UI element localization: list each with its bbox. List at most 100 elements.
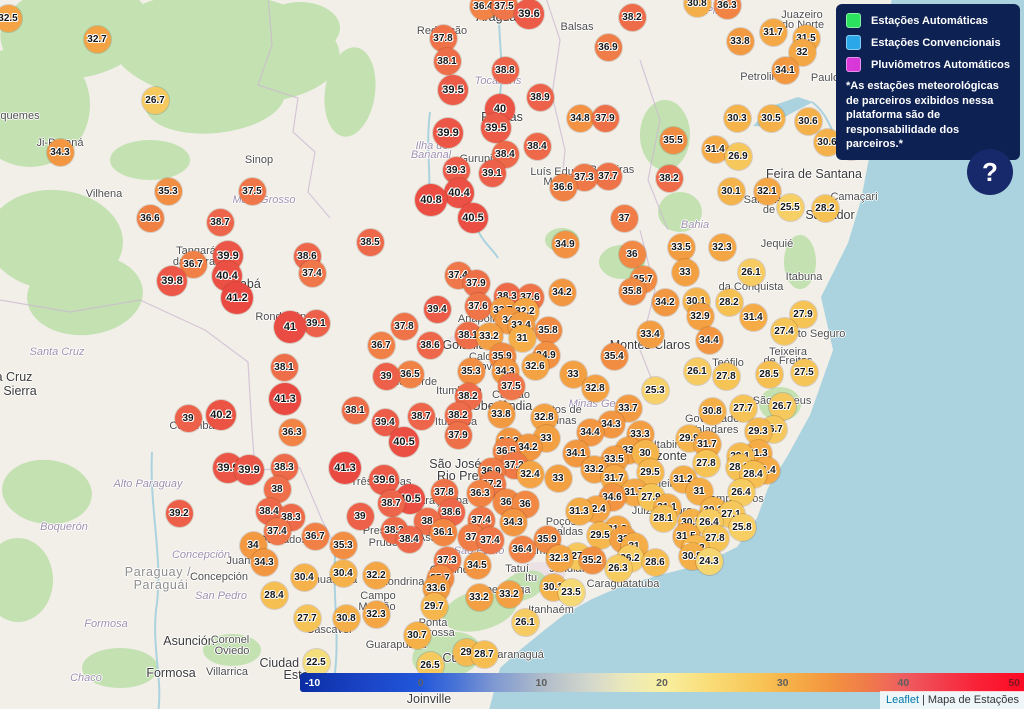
station-marker[interactable]: 40.5 <box>389 427 419 457</box>
station-marker[interactable]: 33.2 <box>465 583 493 611</box>
station-marker[interactable]: 37.4 <box>298 259 326 287</box>
station-marker[interactable]: 33.8 <box>487 400 515 428</box>
station-marker[interactable]: 34.2 <box>548 278 576 306</box>
station-marker[interactable]: 37.5 <box>238 177 266 205</box>
station-marker[interactable]: 28.2 <box>811 194 839 222</box>
station-marker[interactable]: 39.1 <box>478 159 506 187</box>
station-marker[interactable]: 32.2 <box>362 561 390 589</box>
station-marker[interactable]: 36.4 <box>508 535 536 563</box>
station-marker[interactable]: 32.3 <box>545 544 573 572</box>
station-marker[interactable]: 38.1 <box>433 47 461 75</box>
station-marker[interactable]: 39.9 <box>234 455 264 485</box>
station-marker[interactable]: 36.1 <box>429 518 457 546</box>
station-marker[interactable]: 39.8 <box>157 266 187 296</box>
station-marker[interactable]: 37.3 <box>570 163 598 191</box>
station-marker[interactable]: 31.7 <box>759 18 787 46</box>
station-marker[interactable]: 36.3 <box>278 418 306 446</box>
station-marker[interactable]: 28.1 <box>649 504 677 532</box>
station-marker[interactable]: 39.1 <box>302 309 330 337</box>
station-marker[interactable]: 33.4 <box>636 320 664 348</box>
station-marker[interactable]: 27.8 <box>692 449 720 477</box>
station-marker[interactable]: 38.6 <box>416 331 444 359</box>
station-marker[interactable]: 39 <box>346 502 374 530</box>
station-marker[interactable]: 38.1 <box>341 396 369 424</box>
station-marker[interactable]: 37.9 <box>444 421 472 449</box>
station-marker[interactable]: 26.1 <box>511 608 539 636</box>
station-marker[interactable]: 29.5 <box>586 521 614 549</box>
station-marker[interactable]: 38.7 <box>377 489 405 517</box>
station-marker[interactable]: 36.7 <box>301 522 329 550</box>
station-marker[interactable]: 32.8 <box>581 374 609 402</box>
station-marker[interactable]: 35.4 <box>600 342 628 370</box>
station-marker[interactable]: 30.8 <box>683 0 711 17</box>
help-button[interactable]: ? <box>967 149 1013 195</box>
station-marker[interactable]: 39.9 <box>433 118 463 148</box>
station-marker[interactable]: 28.5 <box>755 360 783 388</box>
station-marker[interactable]: 36.3 <box>713 0 741 19</box>
station-marker[interactable]: 30.3 <box>723 104 751 132</box>
station-marker[interactable]: 37.9 <box>462 269 490 297</box>
station-marker[interactable]: 26.3 <box>604 554 632 582</box>
station-marker[interactable]: 26.1 <box>737 258 765 286</box>
station-marker[interactable]: 30.6 <box>794 107 822 135</box>
station-marker[interactable]: 38.2 <box>618 3 646 31</box>
station-marker[interactable]: 39.6 <box>514 0 544 29</box>
station-marker[interactable]: 34.8 <box>566 104 594 132</box>
station-marker[interactable]: 33.5 <box>667 233 695 261</box>
station-marker[interactable]: 39 <box>174 404 202 432</box>
station-marker[interactable]: 33 <box>671 258 699 286</box>
station-marker[interactable]: 30.4 <box>290 563 318 591</box>
station-marker[interactable]: 37.8 <box>390 312 418 340</box>
station-marker[interactable]: 34.5 <box>463 551 491 579</box>
station-marker[interactable]: 41.2 <box>221 282 253 314</box>
station-marker[interactable]: 38.7 <box>407 402 435 430</box>
station-marker[interactable]: 41.3 <box>269 383 301 415</box>
station-marker[interactable]: 37.5 <box>490 0 518 20</box>
station-marker[interactable]: 38.4 <box>523 132 551 160</box>
station-marker[interactable]: 27.4 <box>770 317 798 345</box>
station-marker[interactable]: 38.5 <box>356 228 384 256</box>
station-marker[interactable]: 41 <box>274 311 306 343</box>
station-marker[interactable]: 33 <box>544 464 572 492</box>
station-marker[interactable]: 38.9 <box>526 83 554 111</box>
station-marker[interactable]: 38.1 <box>270 353 298 381</box>
station-marker[interactable]: 33.8 <box>726 27 754 55</box>
station-marker[interactable]: 28.7 <box>470 640 498 668</box>
station-marker[interactable]: 36.6 <box>136 204 164 232</box>
station-marker[interactable]: 32.9 <box>686 302 714 330</box>
station-marker[interactable]: 36 <box>618 240 646 268</box>
station-marker[interactable]: 35.8 <box>534 316 562 344</box>
station-marker[interactable]: 31.4 <box>739 303 767 331</box>
station-marker[interactable]: 40.2 <box>206 400 236 430</box>
station-marker[interactable]: 26.1 <box>683 357 711 385</box>
station-marker[interactable]: 32.3 <box>708 233 736 261</box>
station-marker[interactable]: 39.4 <box>423 295 451 323</box>
station-marker[interactable]: 27.8 <box>712 362 740 390</box>
station-marker[interactable]: 32.3 <box>362 600 390 628</box>
station-marker[interactable]: 41.3 <box>329 452 361 484</box>
station-marker[interactable]: 34.9 <box>551 230 579 258</box>
station-marker[interactable]: 37.9 <box>591 104 619 132</box>
station-marker[interactable]: 32.6 <box>521 352 549 380</box>
station-marker[interactable]: 25.8 <box>728 513 756 541</box>
station-marker[interactable]: 28.6 <box>641 548 669 576</box>
station-marker[interactable]: 34.3 <box>250 548 278 576</box>
station-marker[interactable]: 38.4 <box>395 525 423 553</box>
station-marker[interactable]: 30.5 <box>757 104 785 132</box>
station-marker[interactable]: 40.8 <box>415 184 447 216</box>
station-marker[interactable]: 36.7 <box>367 331 395 359</box>
station-marker[interactable]: 30.4 <box>329 559 357 587</box>
station-marker[interactable]: 40.5 <box>458 203 488 233</box>
leaflet-link[interactable]: Leaflet <box>885 694 920 706</box>
station-marker[interactable]: 31 <box>508 324 536 352</box>
station-marker[interactable]: 36.9 <box>594 33 622 61</box>
station-marker[interactable]: 35.2 <box>578 546 606 574</box>
station-marker[interactable]: 36.6 <box>549 173 577 201</box>
station-marker[interactable]: 32.1 <box>753 177 781 205</box>
station-marker[interactable]: 36.4 <box>469 0 497 20</box>
station-marker[interactable]: 37 <box>610 204 638 232</box>
station-marker[interactable]: 39.5 <box>438 75 468 105</box>
station-marker[interactable]: 30.8 <box>698 397 726 425</box>
station-marker[interactable]: 34.2 <box>651 288 679 316</box>
